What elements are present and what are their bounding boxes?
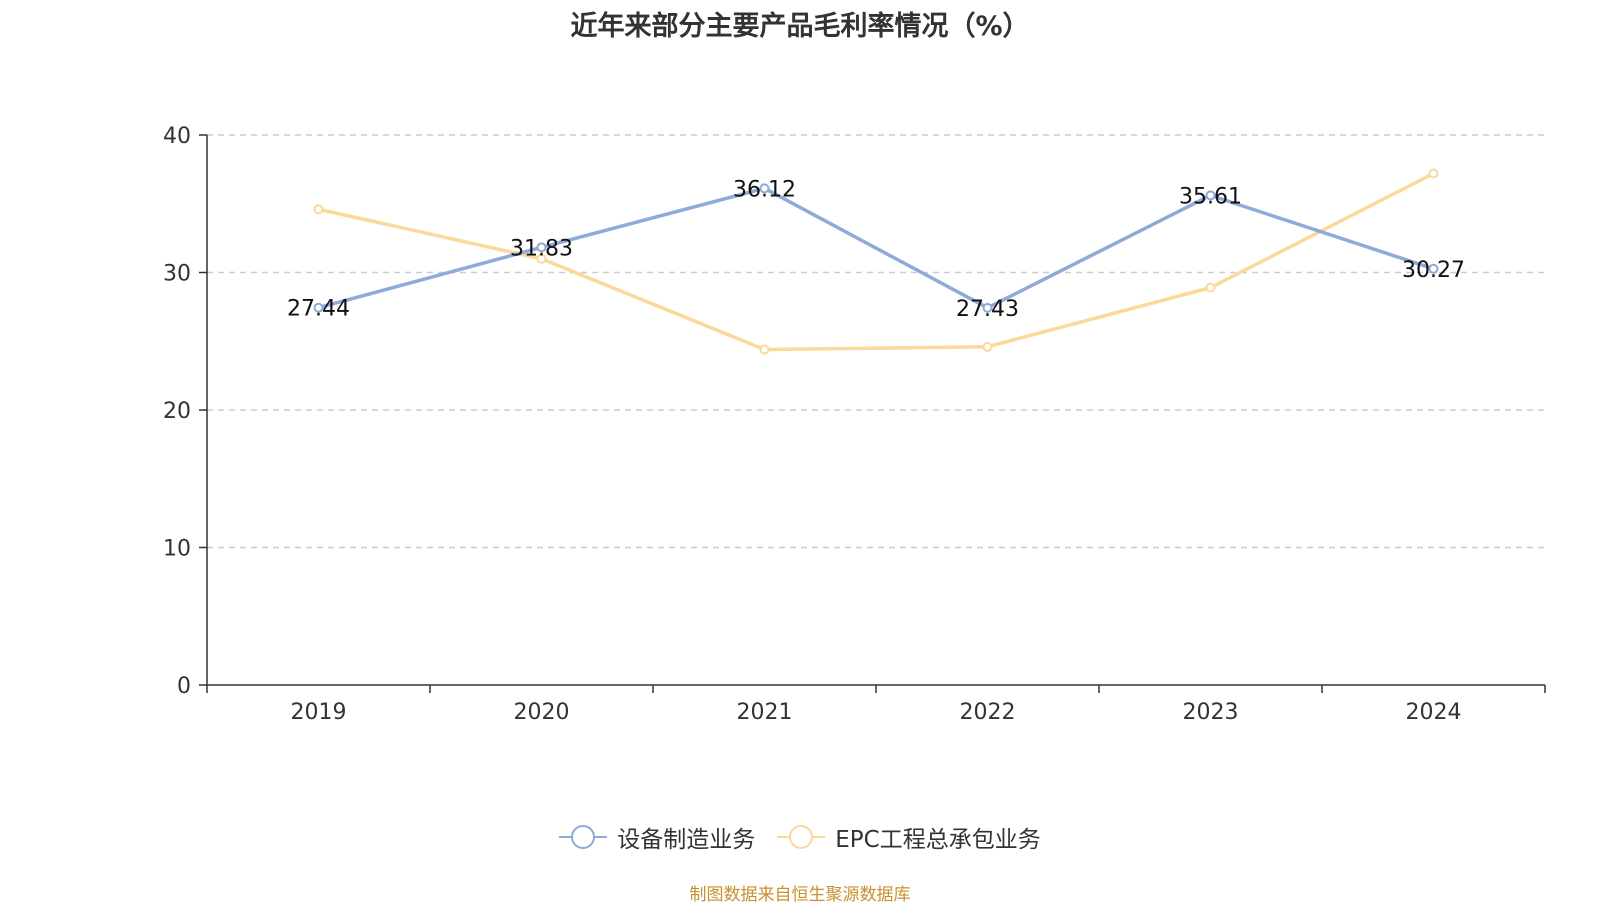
data-label: 27.44: [287, 297, 350, 322]
chart-title: 近年来部分主要产品毛利率情况（%）: [570, 11, 1030, 42]
data-label: 35.61: [1179, 184, 1242, 209]
data-point-0: [313, 302, 324, 313]
series-line-0: [318, 186, 1435, 310]
data-label: 36.12: [733, 177, 796, 202]
x-tick-label: 2019: [291, 700, 347, 725]
data-point-1: [759, 344, 770, 355]
legend-symbol-equipment-icon: [559, 825, 608, 849]
data-point-1: [536, 253, 547, 264]
data-point-0: [1205, 190, 1216, 201]
x-tick-label: 2023: [1183, 700, 1239, 725]
legend-label-equipment: 设备制造业务: [617, 827, 756, 853]
line-chart: 0 10 20 30 40 2019 2020 2021 2022 2023 2024 27.44 31…: [163, 124, 1546, 725]
data-label: 31.83: [510, 236, 573, 261]
data-point-1: [1428, 168, 1439, 179]
data-label: 30.27: [1402, 258, 1465, 283]
x-tick-label: 2021: [737, 700, 793, 725]
y-tick-label: 30: [163, 262, 191, 287]
y-tick-label: 0: [177, 674, 191, 699]
x-tick-label: 2022: [960, 700, 1016, 725]
legend-item-epc[interactable]: EPC工程总承包业务: [777, 820, 1041, 854]
legend-symbol-epc-icon: [777, 825, 826, 849]
x-tick-label: 2020: [514, 700, 570, 725]
y-tick-label: 10: [163, 537, 191, 562]
data-point-1: [313, 204, 324, 215]
data-point-0: [982, 302, 993, 313]
data-point-0: [759, 183, 770, 194]
y-tick-label: 20: [163, 399, 191, 424]
data-point-0: [1428, 263, 1439, 274]
legend-label-epc: EPC工程总承包业务: [835, 827, 1041, 853]
y-tick-label: 40: [163, 124, 191, 149]
data-point-1: [982, 341, 993, 352]
series-line-1: [318, 171, 1435, 352]
legend-item-equipment[interactable]: 设备制造业务: [559, 820, 755, 854]
legend: 设备制造业务 EPC工程总承包业务: [0, 820, 1600, 854]
data-point-1: [1205, 282, 1216, 293]
data-label: 27.43: [956, 297, 1019, 322]
data-point-0: [536, 242, 547, 253]
data-source-note: 制图数据来自恒生聚源数据库: [689, 885, 911, 905]
x-tick-label: 2024: [1406, 700, 1462, 725]
